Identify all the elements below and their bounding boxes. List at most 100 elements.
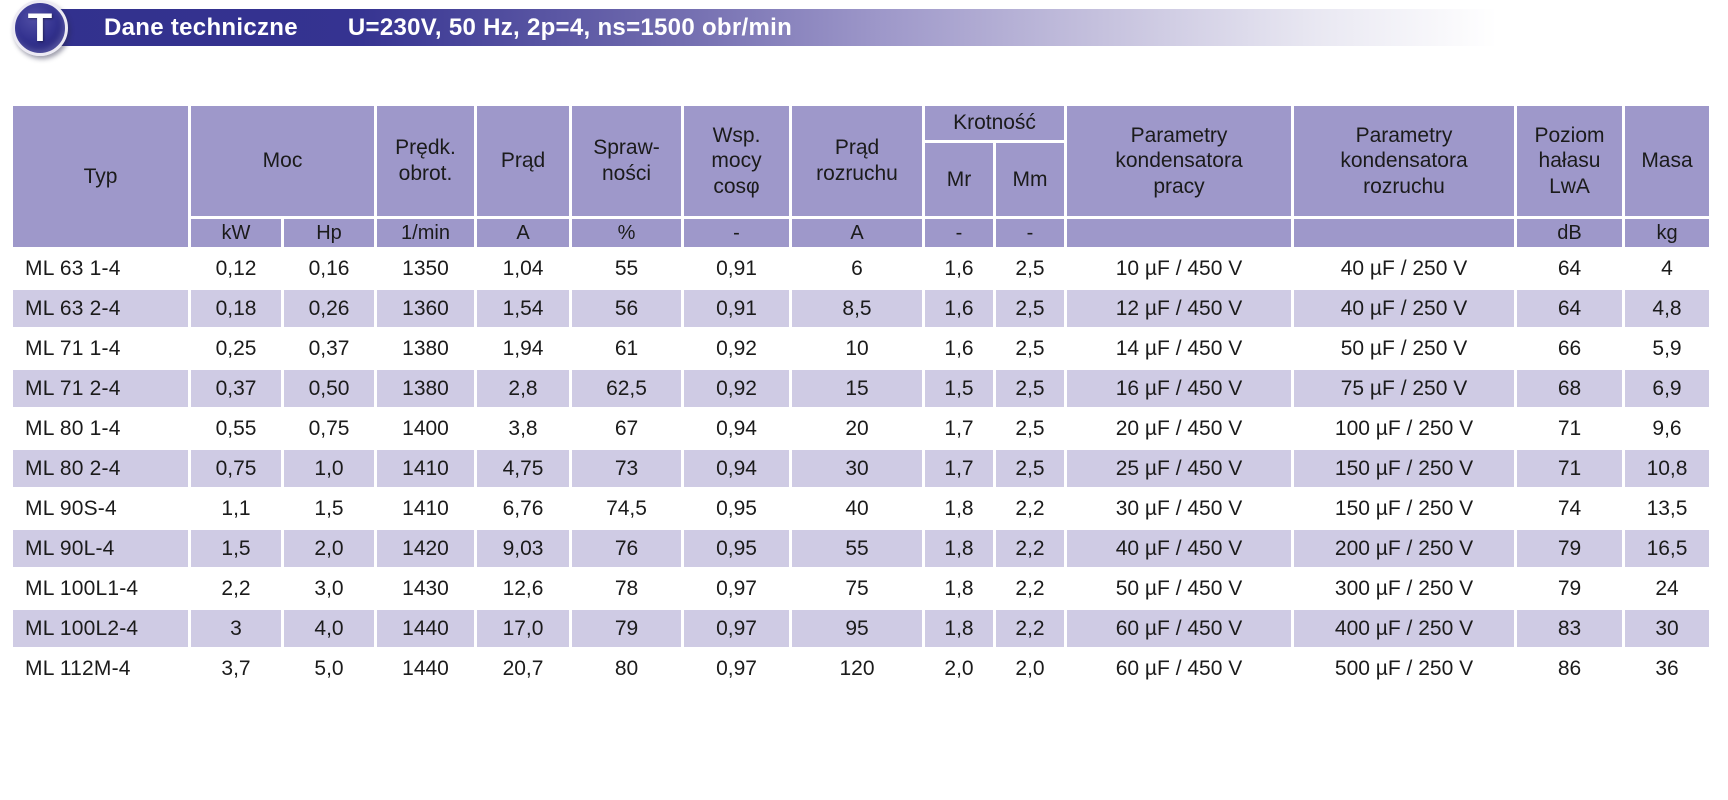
- value-cell: 73: [572, 450, 681, 487]
- value-cell: 75 µF / 250 V: [1294, 370, 1514, 407]
- value-cell: 20 µF / 450 V: [1067, 410, 1291, 447]
- value-cell: 56: [572, 290, 681, 327]
- value-cell: 4,8: [1625, 290, 1709, 327]
- motor-type-cell: ML 100L2-4: [13, 610, 188, 647]
- value-cell: 0,25: [191, 330, 281, 367]
- unit-cell: A: [477, 219, 569, 247]
- value-cell: 0,97: [684, 650, 789, 687]
- value-cell: 78: [572, 570, 681, 607]
- col-header-prad-rozruchu: Prąd rozruchu: [792, 106, 922, 216]
- table-row: ML 63 1-4 0,12 0,16 1350 1,04 55 0,91 6 1,6 2,5 10…: [13, 250, 1709, 287]
- table-row: ML 63 2-4 0,18 0,26 1360 1,54 56 0,91 8,5 1,6 2,5…: [13, 290, 1709, 327]
- unit-cell: -: [684, 219, 789, 247]
- table-row: ML 80 2-4 0,75 1,0 1410 4,75 73 0,94 30 1,7 2,5 25…: [13, 450, 1709, 487]
- value-cell: 400 µF / 250 V: [1294, 610, 1514, 647]
- value-cell: 64: [1517, 250, 1622, 287]
- value-cell: 0,97: [684, 610, 789, 647]
- value-cell: 74,5: [572, 490, 681, 527]
- motor-type-cell: ML 63 2-4: [13, 290, 188, 327]
- table-row: ML 90L-4 1,5 2,0 1420 9,03 76 0,95 55 1,8 2,2 40 µ…: [13, 530, 1709, 567]
- value-cell: 2,5: [996, 330, 1064, 367]
- unit-cell: -: [996, 219, 1064, 247]
- value-cell: 2,2: [191, 570, 281, 607]
- value-cell: 1360: [377, 290, 474, 327]
- value-cell: 40 µF / 250 V: [1294, 250, 1514, 287]
- value-cell: 14 µF / 450 V: [1067, 330, 1291, 367]
- value-cell: 300 µF / 250 V: [1294, 570, 1514, 607]
- value-cell: 1380: [377, 330, 474, 367]
- value-cell: 1,0: [284, 450, 374, 487]
- value-cell: 200 µF / 250 V: [1294, 530, 1514, 567]
- value-cell: 66: [1517, 330, 1622, 367]
- value-cell: 10: [792, 330, 922, 367]
- value-cell: 1,7: [925, 410, 993, 447]
- unit-cell: dB: [1517, 219, 1622, 247]
- value-cell: 1440: [377, 610, 474, 647]
- value-cell: 1,94: [477, 330, 569, 367]
- value-cell: 0,16: [284, 250, 374, 287]
- value-cell: 1,6: [925, 330, 993, 367]
- value-cell: 8,5: [792, 290, 922, 327]
- value-cell: 10 µF / 450 V: [1067, 250, 1291, 287]
- value-cell: 0,37: [284, 330, 374, 367]
- value-cell: 0,95: [684, 530, 789, 567]
- col-header-mm: Mm: [996, 143, 1064, 216]
- value-cell: 0,97: [684, 570, 789, 607]
- motor-type-cell: ML 112M-4: [13, 650, 188, 687]
- value-cell: 12 µF / 450 V: [1067, 290, 1291, 327]
- value-cell: 2,0: [284, 530, 374, 567]
- value-cell: 4,0: [284, 610, 374, 647]
- motor-type-cell: ML 90S-4: [13, 490, 188, 527]
- value-cell: 15: [792, 370, 922, 407]
- value-cell: 40: [792, 490, 922, 527]
- value-cell: 0,75: [191, 450, 281, 487]
- value-cell: 30: [792, 450, 922, 487]
- value-cell: 83: [1517, 610, 1622, 647]
- value-cell: 1440: [377, 650, 474, 687]
- value-cell: 3: [191, 610, 281, 647]
- motor-type-cell: ML 71 1-4: [13, 330, 188, 367]
- value-cell: 0,75: [284, 410, 374, 447]
- value-cell: 1,8: [925, 570, 993, 607]
- value-cell: 71: [1517, 450, 1622, 487]
- value-cell: 50 µF / 450 V: [1067, 570, 1291, 607]
- value-cell: 30: [1625, 610, 1709, 647]
- value-cell: 61: [572, 330, 681, 367]
- table-row: ML 80 1-4 0,55 0,75 1400 3,8 67 0,94 20 1,7 2,5 20…: [13, 410, 1709, 447]
- spec-subtitle: U=230V, 50 Hz, 2p=4, ns=1500 obr/min: [347, 13, 793, 41]
- value-cell: 9,03: [477, 530, 569, 567]
- value-cell: 67: [572, 410, 681, 447]
- unit-cell: A: [792, 219, 922, 247]
- value-cell: 0,92: [684, 330, 789, 367]
- value-cell: 55: [792, 530, 922, 567]
- col-header-krotnosc: Krotność: [925, 106, 1064, 140]
- motor-type-cell: ML 71 2-4: [13, 370, 188, 407]
- value-cell: 1,54: [477, 290, 569, 327]
- value-cell: 3,8: [477, 410, 569, 447]
- value-cell: 120: [792, 650, 922, 687]
- value-cell: 100 µF / 250 V: [1294, 410, 1514, 447]
- value-cell: 9,6: [1625, 410, 1709, 447]
- value-cell: 60 µF / 450 V: [1067, 650, 1291, 687]
- technical-data-table: Typ Moc Prędk. obrot. Prąd Spraw- ności …: [10, 103, 1712, 690]
- value-cell: 2,5: [996, 410, 1064, 447]
- col-header-kondensator-rozruchu: Parametry kondensatora rozruchu: [1294, 106, 1514, 216]
- value-cell: 74: [1517, 490, 1622, 527]
- col-header-sprawnosc: Spraw- ności: [572, 106, 681, 216]
- value-cell: 40 µF / 450 V: [1067, 530, 1291, 567]
- value-cell: 1,8: [925, 610, 993, 647]
- value-cell: 2,2: [996, 530, 1064, 567]
- value-cell: 10,8: [1625, 450, 1709, 487]
- value-cell: 2,5: [996, 370, 1064, 407]
- value-cell: 1,6: [925, 290, 993, 327]
- value-cell: 5,9: [1625, 330, 1709, 367]
- value-cell: 1,8: [925, 490, 993, 527]
- value-cell: 0,94: [684, 410, 789, 447]
- value-cell: 76: [572, 530, 681, 567]
- value-cell: 0,92: [684, 370, 789, 407]
- value-cell: 16,5: [1625, 530, 1709, 567]
- value-cell: 6,9: [1625, 370, 1709, 407]
- table-row: ML 71 2-4 0,37 0,50 1380 2,8 62,5 0,92 15 1,5 2,5…: [13, 370, 1709, 407]
- value-cell: 1,5: [191, 530, 281, 567]
- value-cell: 1,6: [925, 250, 993, 287]
